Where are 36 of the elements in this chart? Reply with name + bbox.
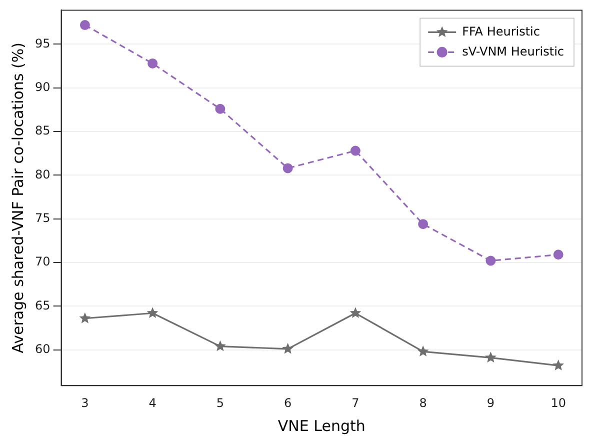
y-tick-label: 80 [34, 167, 50, 182]
point [79, 312, 91, 324]
point [146, 307, 158, 318]
point [418, 219, 428, 230]
point [350, 307, 362, 318]
point [214, 340, 226, 352]
x-axis-title: VNE Length [278, 416, 366, 435]
y-tick-label: 85 [34, 124, 50, 138]
x-tick-label: 4 [148, 396, 156, 410]
point [282, 342, 294, 354]
y-tick-label: 95 [34, 36, 50, 50]
x-tick-label: 5 [216, 396, 224, 410]
point [552, 360, 564, 370]
x-tick-label: 10 [550, 396, 566, 410]
y-axis-title: Average shared-VNF Pair co-locations (%) [8, 42, 27, 354]
point [215, 104, 226, 114]
point [350, 146, 360, 156]
point [486, 256, 496, 266]
legend-label: sV-VNM Heuristic [462, 44, 564, 58]
point [553, 250, 564, 260]
y-tick-label: 65 [34, 298, 50, 312]
x-tick-label: 6 [284, 396, 292, 410]
y-tick-label: 70 [34, 254, 50, 269]
x-tick-label: 8 [419, 396, 427, 410]
point [484, 352, 496, 363]
x-tick-label: 3 [81, 396, 89, 410]
point [417, 346, 429, 356]
y-tick-label: 60 [34, 342, 50, 356]
legend-label: FFA Heuristic [462, 24, 540, 38]
y-tick-label: 75 [34, 210, 50, 225]
point [282, 163, 293, 174]
point [148, 58, 158, 68]
x-tick-label: 9 [486, 396, 495, 410]
x-tick-label: 7 [352, 396, 360, 410]
y-tick-label: 90 [34, 80, 50, 94]
point [80, 20, 90, 30]
